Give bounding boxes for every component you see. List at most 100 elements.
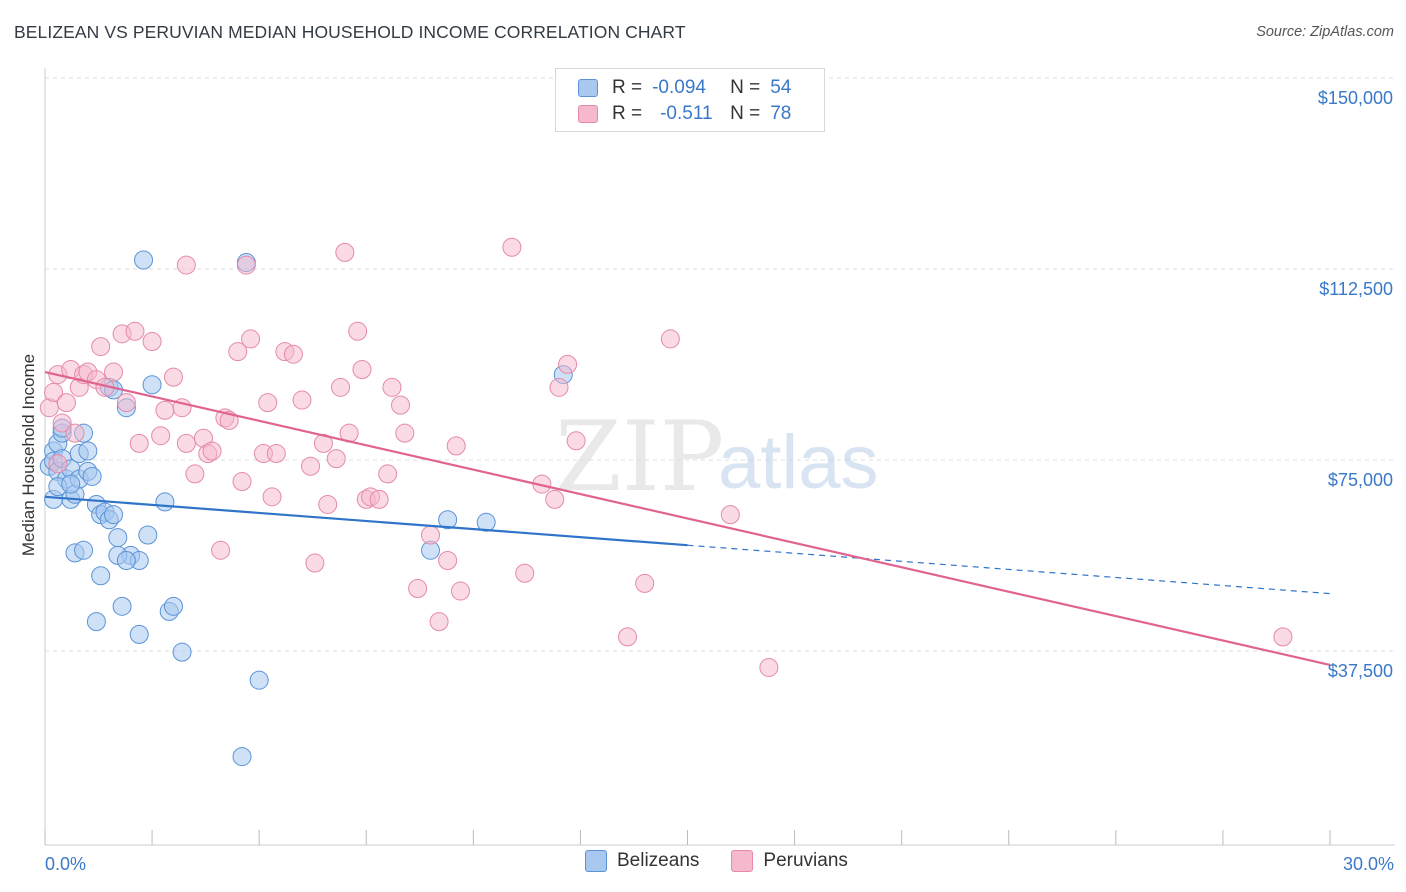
- legend-item-belizeans: Belizeans: [585, 850, 699, 872]
- peruvians-point: [326, 449, 346, 469]
- peruvians-point: [502, 237, 522, 257]
- legend-n-value: 54: [770, 77, 792, 98]
- peruvians-point: [545, 489, 565, 509]
- peruvians-trend-line: [44, 370, 1331, 666]
- peruvians-point: [176, 433, 196, 453]
- peruvians-point: [176, 255, 196, 275]
- belizeans-point: [142, 375, 162, 395]
- correlation-legend: R = -0.094 N = 54 R = -0.511 N = 78: [555, 68, 825, 132]
- peruvians-point: [429, 612, 449, 632]
- peruvians-point: [48, 454, 68, 474]
- peruvians-point: [211, 540, 231, 560]
- belizeans-point: [249, 670, 269, 690]
- legend-row-peruvians: R = -0.511 N = 78: [578, 102, 791, 126]
- peruvians-point: [331, 377, 351, 397]
- peruvians-point: [382, 377, 402, 397]
- legend-item-peruvians: Peruvians: [731, 850, 848, 872]
- belizeans-point: [164, 596, 183, 616]
- peruvians-point: [258, 393, 278, 413]
- x-tick-label: 30.0%: [1343, 854, 1394, 874]
- peruvians-point: [292, 390, 312, 410]
- belizeans-trend-extension: [687, 544, 1331, 595]
- peruvians-point: [566, 431, 586, 451]
- peruvians-point: [549, 377, 569, 397]
- peruvians-point: [446, 436, 466, 456]
- belizeans-swatch: [585, 850, 607, 872]
- peruvians-point: [558, 354, 578, 374]
- belizeans-point: [172, 642, 192, 662]
- peruvians-point: [283, 344, 303, 364]
- watermark-zip: ZIP: [555, 401, 724, 513]
- peruvians-point: [65, 423, 85, 443]
- peruvians-point: [438, 550, 458, 570]
- y-tick-label: $75,000: [1328, 470, 1393, 490]
- peruvians-point: [618, 627, 638, 647]
- legend-r-label: R =: [612, 77, 643, 98]
- y-tick-label: $112,500: [1319, 279, 1393, 299]
- watermark-atlas: atlas: [718, 420, 879, 505]
- y-tick-label: $37,500: [1328, 661, 1393, 681]
- peruvians-point: [104, 362, 124, 382]
- y-axis-label: Median Household Income: [19, 354, 38, 556]
- peruvians-point: [408, 579, 428, 599]
- peruvians-swatch: [578, 105, 598, 123]
- peruvians-point: [116, 393, 136, 413]
- peruvians-point: [44, 382, 64, 402]
- series-legend: Belizeans Peruvians: [585, 850, 880, 872]
- legend-n-label: N =: [730, 77, 761, 98]
- peruvians-point: [635, 573, 655, 593]
- belizeans-point: [476, 512, 496, 532]
- watermark: ZIP atlas: [555, 401, 879, 513]
- belizeans-point: [438, 510, 458, 530]
- peruvians-point: [391, 395, 411, 415]
- legend-r-label: R =: [612, 103, 643, 124]
- belizeans-point: [78, 441, 98, 461]
- peruvians-point: [421, 525, 440, 545]
- peruvians-point: [202, 441, 222, 461]
- peruvians-point: [232, 472, 252, 492]
- belizeans-point: [129, 624, 149, 644]
- belizeans-point: [104, 505, 124, 525]
- belizeans-point: [82, 466, 102, 486]
- legend-label: Belizeans: [617, 850, 700, 871]
- legend-n-label: N =: [730, 103, 761, 124]
- peruvians-swatch: [731, 850, 754, 872]
- peruvians-point: [262, 487, 282, 507]
- belizeans-point: [86, 612, 106, 632]
- legend-r-value: -0.511: [660, 103, 713, 124]
- axes: [44, 68, 1395, 846]
- peruvians-point: [56, 393, 76, 413]
- peruvians-point: [378, 464, 398, 484]
- peruvians-point: [1273, 627, 1293, 647]
- peruvians-point: [185, 464, 205, 484]
- belizeans-point: [108, 528, 128, 548]
- peruvians-point: [125, 321, 145, 341]
- belizeans-point: [61, 474, 81, 494]
- y-tick-label: $150,000: [1318, 88, 1393, 108]
- belizeans-point: [116, 550, 136, 570]
- belizeans-point: [134, 250, 154, 270]
- peruvians-point: [301, 456, 321, 476]
- grid-lines: [45, 77, 1395, 652]
- peruvians-point: [369, 489, 389, 509]
- peruvians-point: [91, 337, 111, 357]
- peruvians-point: [305, 553, 325, 573]
- peruvians-point: [515, 563, 535, 583]
- peruvians-point: [720, 505, 740, 525]
- peruvians-point: [348, 321, 368, 341]
- belizeans-point: [74, 540, 94, 560]
- peruvians-point: [142, 331, 162, 351]
- belizeans-point: [155, 492, 175, 512]
- legend-row-belizeans: R = -0.094 N = 54: [578, 76, 791, 100]
- peruvians-point: [151, 426, 171, 446]
- legend-n-value: 78: [770, 103, 792, 124]
- peruvians-point: [164, 367, 183, 387]
- chart-source: Source: ZipAtlas.com: [1256, 24, 1394, 40]
- peruvians-point: [450, 581, 470, 601]
- chart-title: BELIZEAN VS PERUVIAN MEDIAN HOUSEHOLD IN…: [14, 22, 686, 42]
- belizeans-swatch: [578, 79, 598, 97]
- peruvians-point: [395, 423, 415, 443]
- legend-label: Peruvians: [763, 850, 848, 871]
- trend-lines: [44, 370, 1331, 666]
